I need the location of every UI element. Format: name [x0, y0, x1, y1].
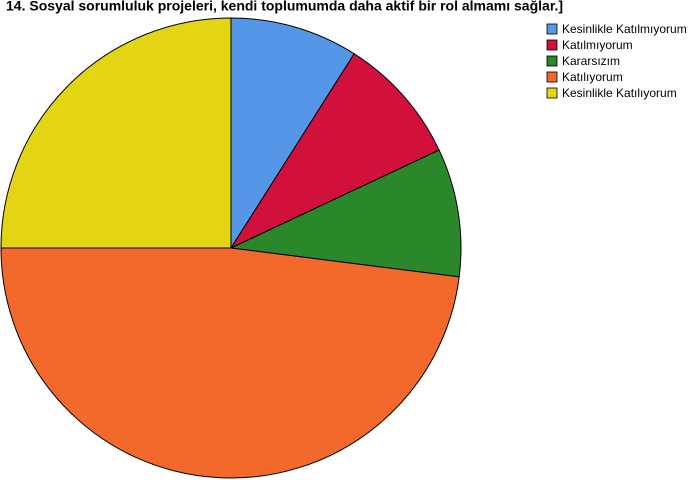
legend-label: Kararsızım: [562, 54, 620, 68]
legend-label: Katılmıyorum: [562, 38, 633, 52]
chart-title: 14. Sosyal sorumluluk projeleri, kendi t…: [6, 0, 563, 14]
legend-label: Katılıyorum: [562, 70, 623, 84]
legend-swatch: [546, 39, 558, 51]
pie-slice: [0, 17, 232, 249]
legend-label: Kesinlikle Katılmıyorum: [562, 22, 687, 36]
legend-label: Kesinlikle Katılıyorum: [562, 86, 677, 100]
legend-swatch: [546, 71, 558, 83]
legend-swatch: [546, 23, 558, 35]
legend-swatch: [546, 87, 558, 99]
pie-slice: [230, 17, 355, 250]
legend-swatch: [546, 55, 558, 67]
pie-slice: [229, 149, 462, 278]
pie-slice: [229, 53, 440, 250]
pie-slice: [0, 247, 460, 479]
